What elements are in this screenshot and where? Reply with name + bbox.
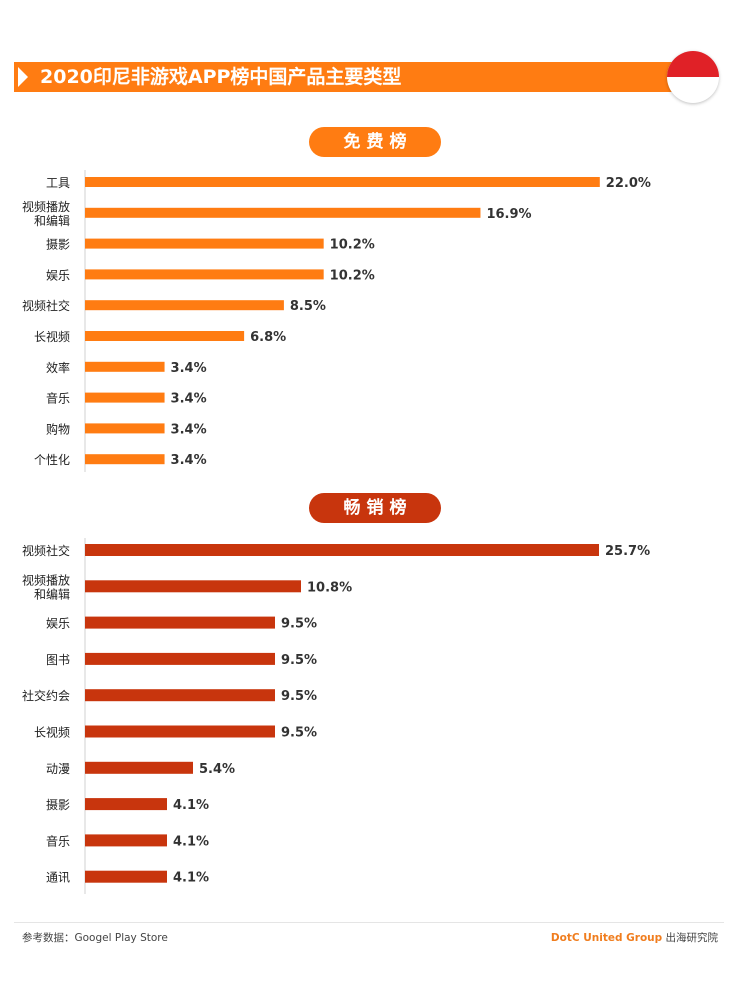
indonesia-flag-icon (667, 51, 719, 103)
paid-bar (85, 761, 193, 774)
free-category-label: 视频社交 (22, 298, 70, 313)
free-bar (85, 177, 600, 187)
footer-credit: DotC United Group 出海研究院 (551, 930, 718, 945)
free-bar (85, 331, 245, 341)
source-note: 参考数据：Googel Play Store (22, 932, 168, 944)
paid-category-label: 音乐 (46, 833, 70, 848)
free-bar (85, 392, 165, 403)
chart-title: 2020印尼非游戏APP榜中国产品主要类型 (40, 66, 402, 88)
free-bar (85, 238, 324, 249)
free-category-label: 音乐 (46, 391, 70, 406)
paid-value-label: 4.1% (173, 798, 209, 813)
paid-value-label: 5.4% (199, 762, 235, 777)
paid-category-label: 动漫 (46, 762, 70, 776)
free-bar (85, 300, 284, 311)
free-category-label: 摄影 (46, 237, 70, 252)
free-value-label: 10.2% (330, 268, 375, 283)
paid-value-label: 25.7% (605, 544, 650, 559)
paid-bar (85, 798, 167, 811)
paid-bar (85, 689, 275, 702)
title-bar (14, 62, 682, 92)
brand-name: DotC United Group (550, 932, 663, 944)
paid-bar (85, 834, 167, 847)
free-value-label: 3.4% (171, 361, 207, 376)
free-bar (85, 454, 165, 465)
flag-red-half (667, 51, 719, 77)
footer-divider (14, 922, 724, 923)
title-arrow-icon (18, 67, 28, 87)
free-value-label: 22.0% (606, 176, 651, 191)
paid-value-label: 10.8% (307, 580, 352, 595)
free-category-label: 工具 (46, 176, 70, 190)
free-value-label: 3.4% (171, 392, 207, 407)
free-value-label: 8.5% (290, 299, 326, 314)
paid-bar (85, 616, 275, 629)
paid-category-label: 视频社交 (22, 543, 70, 558)
paid-chart-label: 畅销榜 (309, 493, 441, 523)
paid-category-label: 图书 (46, 653, 70, 667)
free-bar (85, 423, 165, 434)
paid-bar (85, 725, 275, 738)
free-value-label: 6.8% (250, 330, 286, 345)
free-bar (85, 269, 324, 280)
free-category-label: 长视频 (34, 329, 70, 344)
paid-value-label: 9.5% (281, 726, 317, 741)
paid-value-label: 4.1% (173, 871, 209, 886)
paid-value-label: 9.5% (281, 617, 317, 632)
paid-value-label: 9.5% (281, 689, 317, 704)
paid-category-label: 和编辑 (34, 586, 70, 601)
paid-bar (85, 652, 275, 665)
free-value-label: 3.4% (171, 453, 207, 468)
paid-category-label: 通讯 (46, 871, 70, 885)
free-bar (85, 361, 165, 372)
paid-category-label: 娱乐 (46, 617, 70, 631)
free-category-label: 效率 (46, 360, 70, 375)
free-bar (85, 207, 481, 218)
paid-bar (85, 544, 599, 556)
paid-bar (85, 580, 301, 593)
free-value-label: 10.2% (330, 238, 375, 253)
free-value-label: 16.9% (486, 207, 531, 222)
free-category-label: 个性化 (34, 453, 70, 467)
paid-category-label: 视频播放 (22, 572, 70, 587)
paid-bar (85, 870, 167, 883)
free-category-label: 娱乐 (46, 268, 70, 282)
paid-value-label: 9.5% (281, 653, 317, 668)
paid-category-label: 长视频 (34, 725, 70, 740)
paid-category-label: 摄影 (46, 797, 70, 812)
free-chart-label: 免费榜 (309, 127, 441, 157)
institute-name: 出海研究院 (665, 932, 719, 944)
paid-category-label: 社交约会 (22, 688, 70, 703)
paid-value-label: 4.1% (173, 834, 209, 849)
free-category-label: 和编辑 (34, 213, 70, 228)
free-value-label: 3.4% (171, 422, 207, 437)
free-category-label: 购物 (46, 421, 70, 436)
free-category-label: 视频播放 (22, 199, 70, 214)
